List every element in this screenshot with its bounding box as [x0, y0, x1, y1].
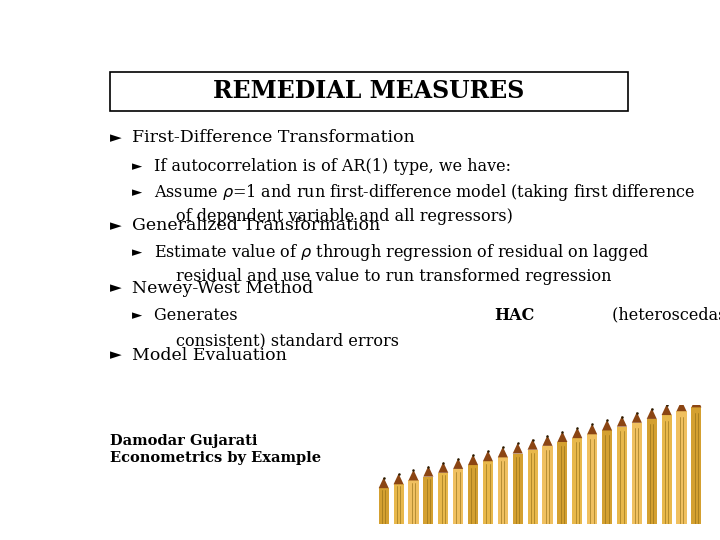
- Text: Generalized Transformation: Generalized Transformation: [132, 217, 380, 234]
- Text: residual and use value to run transformed regression: residual and use value to run transforme…: [176, 268, 612, 285]
- Bar: [468, 465, 478, 524]
- Text: Estimate value of $\rho$ through regression of residual on lagged: Estimate value of $\rho$ through regress…: [154, 242, 649, 263]
- Bar: [617, 427, 627, 524]
- Bar: [498, 457, 508, 524]
- Polygon shape: [453, 458, 463, 469]
- Polygon shape: [647, 408, 657, 419]
- Polygon shape: [423, 466, 433, 477]
- Polygon shape: [691, 397, 701, 407]
- Text: Newey-West Method: Newey-West Method: [132, 280, 313, 296]
- Bar: [528, 450, 538, 524]
- Bar: [662, 415, 672, 524]
- Polygon shape: [587, 423, 597, 434]
- Polygon shape: [394, 474, 404, 484]
- Polygon shape: [572, 428, 582, 438]
- Polygon shape: [542, 435, 552, 446]
- Text: (heteroscedasticity and autocorrelation: (heteroscedasticity and autocorrelation: [606, 307, 720, 324]
- Text: Damodar Gujarati: Damodar Gujarati: [109, 434, 257, 448]
- Polygon shape: [468, 454, 478, 465]
- Bar: [602, 430, 612, 524]
- Bar: [423, 477, 433, 524]
- Polygon shape: [408, 470, 418, 481]
- Bar: [513, 454, 523, 524]
- Bar: [572, 438, 582, 524]
- Polygon shape: [632, 412, 642, 423]
- Bar: [557, 442, 567, 524]
- FancyBboxPatch shape: [109, 72, 629, 111]
- Text: ►: ►: [109, 348, 121, 362]
- Text: First-Difference Transformation: First-Difference Transformation: [132, 129, 415, 146]
- Text: Econometrics by Example: Econometrics by Example: [109, 451, 320, 465]
- Polygon shape: [513, 443, 523, 454]
- Polygon shape: [677, 401, 687, 411]
- Bar: [542, 446, 552, 524]
- Bar: [379, 488, 389, 524]
- Text: consistent) standard errors: consistent) standard errors: [176, 333, 400, 350]
- Text: ►: ►: [109, 130, 121, 145]
- Polygon shape: [498, 447, 508, 457]
- Text: Assume $\rho$=1 and run first-difference model (taking first difference: Assume $\rho$=1 and run first-difference…: [154, 182, 696, 203]
- Text: ►: ►: [132, 160, 142, 173]
- Bar: [394, 484, 404, 524]
- Text: REMEDIAL MEASURES: REMEDIAL MEASURES: [213, 79, 525, 104]
- Polygon shape: [617, 416, 627, 427]
- Bar: [587, 434, 597, 524]
- Text: ►: ►: [132, 186, 142, 199]
- Text: ►: ►: [132, 309, 142, 322]
- Text: HAC: HAC: [494, 307, 535, 324]
- Polygon shape: [528, 439, 538, 450]
- Text: If autocorrelation is of AR(1) type, we have:: If autocorrelation is of AR(1) type, we …: [154, 158, 511, 175]
- Bar: [408, 481, 418, 524]
- Text: ►: ►: [109, 281, 121, 295]
- Text: Generates: Generates: [154, 307, 243, 324]
- Bar: [438, 473, 449, 524]
- Text: ►: ►: [109, 218, 121, 233]
- Bar: [453, 469, 463, 524]
- Text: ►: ►: [132, 246, 142, 259]
- Text: of dependent variable and all regressors): of dependent variable and all regressors…: [176, 208, 513, 225]
- Text: Model Evaluation: Model Evaluation: [132, 347, 287, 363]
- Bar: [632, 423, 642, 524]
- Polygon shape: [557, 431, 567, 442]
- Bar: [691, 407, 701, 524]
- Bar: [647, 419, 657, 524]
- Polygon shape: [438, 462, 449, 473]
- Polygon shape: [662, 404, 672, 415]
- Polygon shape: [379, 477, 389, 488]
- Polygon shape: [483, 450, 493, 461]
- Bar: [677, 411, 687, 524]
- Bar: [483, 461, 493, 524]
- Polygon shape: [602, 420, 612, 430]
